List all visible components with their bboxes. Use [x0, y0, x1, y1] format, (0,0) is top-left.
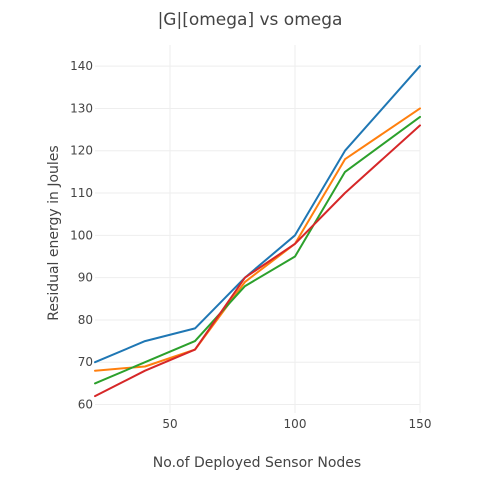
y-tick-label-120: 120: [70, 144, 93, 158]
y-tick-label-140: 140: [70, 59, 93, 73]
y-tick-label-80: 80: [78, 313, 93, 327]
x-tick-label-50: 50: [162, 417, 177, 431]
y-tick-label-110: 110: [70, 186, 93, 200]
x-axis-ticks: 50 100 150: [162, 417, 431, 431]
series-line-4: [94, 124, 421, 398]
x-tick-label-150: 150: [409, 417, 432, 431]
series-line-3: [94, 115, 421, 385]
y-tick-label-60: 60: [78, 398, 93, 412]
y-tick-label-70: 70: [78, 355, 93, 369]
y-tick-label-130: 130: [70, 101, 93, 115]
x-axis-title: No.of Deployed Sensor Nodes: [153, 455, 361, 471]
x-tick-label-100: 100: [284, 417, 307, 431]
y-axis-title: Residual energy in Joules: [46, 145, 62, 320]
chart-title: |G|[omega] vs omega: [158, 10, 343, 30]
series-lines: [94, 65, 421, 398]
y-tick-label-90: 90: [78, 271, 93, 285]
series-line-2: [94, 107, 421, 372]
y-tick-label-100: 100: [70, 228, 93, 242]
y-axis-ticks: 60 70 80 90 100 110 120 130 140: [70, 59, 93, 411]
